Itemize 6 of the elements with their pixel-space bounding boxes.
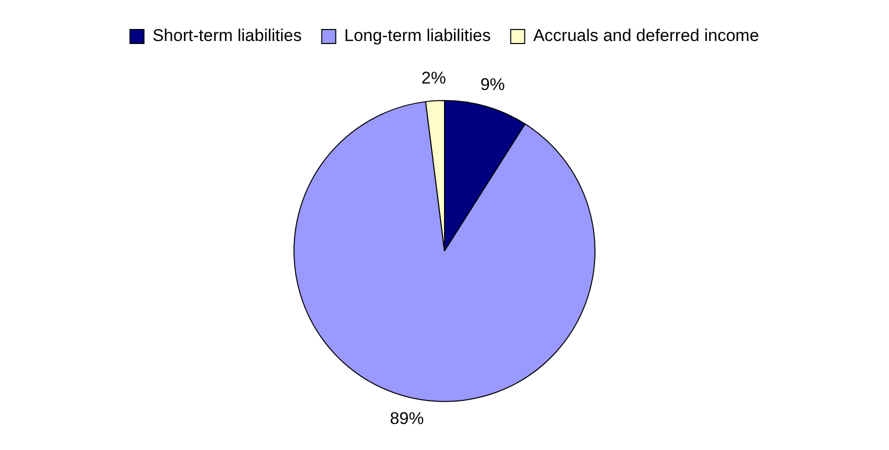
legend-label: Short-term liabilities <box>152 26 302 46</box>
data-label: 89% <box>390 409 424 428</box>
legend-label: Long-term liabilities <box>344 26 491 46</box>
legend-label: Accruals and deferred income <box>533 26 760 46</box>
data-label: 2% <box>421 68 446 88</box>
data-label: 9% <box>480 75 505 94</box>
